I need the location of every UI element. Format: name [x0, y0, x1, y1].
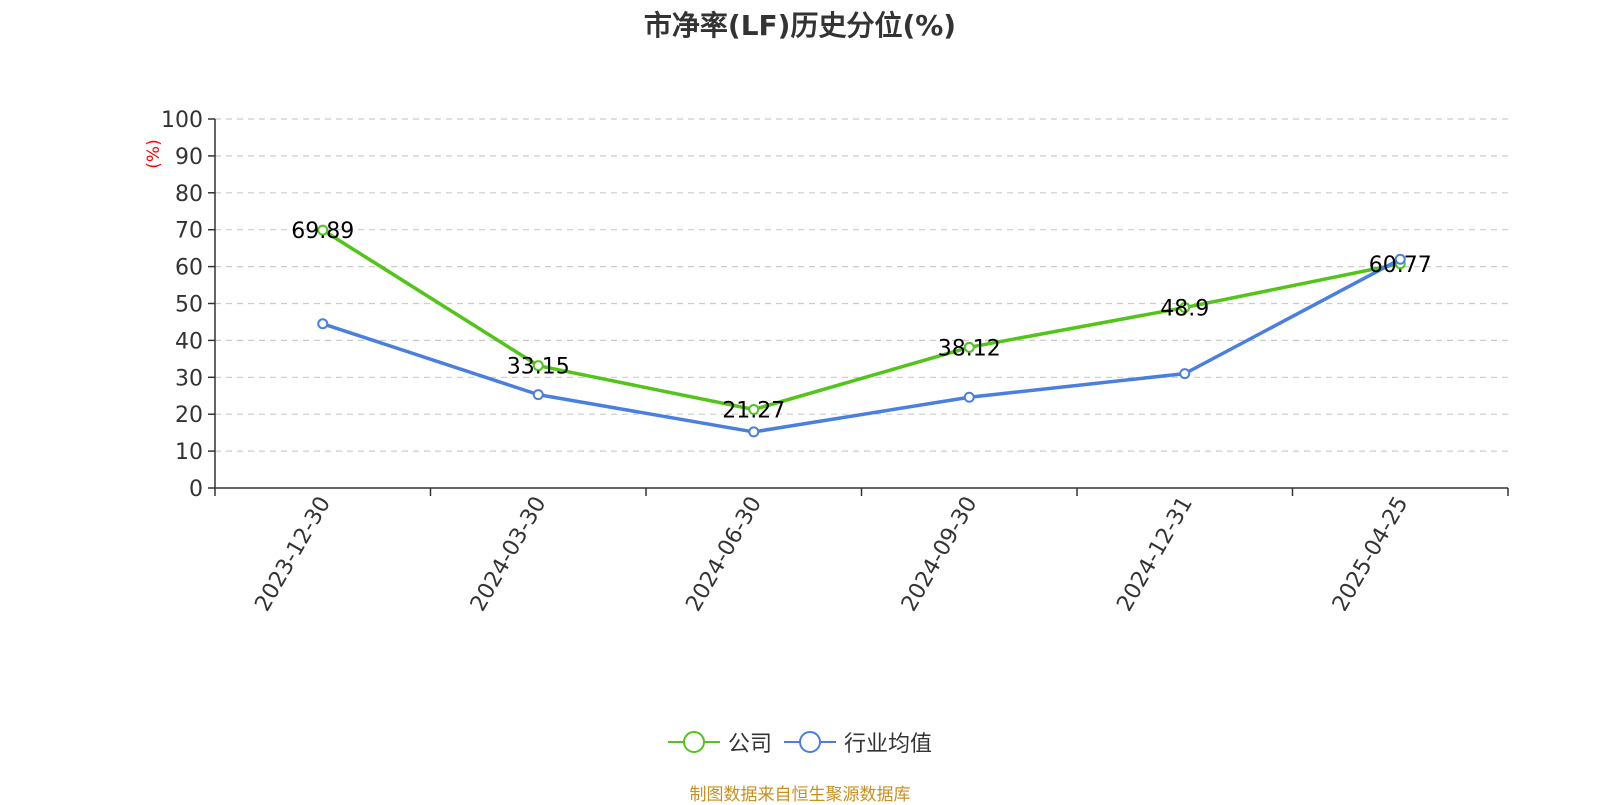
x-tick-label: 2024-06-30: [681, 493, 767, 616]
data-label: 38.12: [938, 336, 1001, 361]
data-label: 69.89: [291, 219, 354, 244]
y-tick-label: 40: [175, 329, 203, 354]
data-point: [1179, 368, 1191, 380]
x-tick-label: 2023-12-30: [250, 493, 336, 616]
y-tick-label: 70: [175, 219, 203, 244]
legend-marker-company: [682, 731, 705, 753]
data-label: 60.77: [1369, 253, 1432, 278]
legend-marker-industry: [799, 731, 821, 753]
data-point: [1394, 253, 1406, 265]
y-tick-label: 20: [175, 403, 203, 428]
y-axis-label: (%): [144, 139, 164, 168]
x-tick-label: 2024-03-30: [466, 493, 552, 616]
data-label: 33.15: [507, 355, 570, 380]
data-point: [963, 341, 975, 353]
data-labels: 69.89 33.15 21.27 38.12 48.9 60.77: [291, 219, 1431, 423]
data-point: [748, 426, 760, 438]
data-point: [317, 318, 329, 330]
data-point: [532, 360, 544, 372]
y-axis: 0 10 20 30 40 50 60 70 80 90 100 (%): [144, 108, 216, 502]
y-tick-label: 10: [175, 440, 203, 465]
data-point: [532, 389, 544, 401]
y-tick-label: 100: [161, 108, 203, 133]
legend-swatch-company: [667, 731, 720, 753]
series-line-0: [321, 228, 1401, 412]
source-note: 制图数据来自恒生聚源数据库: [689, 785, 911, 805]
data-label: 21.27: [722, 399, 785, 424]
x-tick-label: 2024-09-30: [897, 493, 983, 616]
data-point: [963, 391, 975, 403]
y-tick-label: 0: [189, 477, 203, 502]
y-tick-label: 80: [175, 182, 203, 207]
y-tick-label: 50: [175, 293, 203, 318]
y-tick-label: 30: [175, 366, 203, 391]
data-point: [317, 224, 329, 236]
legend: 公司 行业均值: [0, 722, 1600, 762]
legend-label-company: 公司: [727, 732, 772, 757]
series-line-1: [322, 257, 1402, 434]
line-chart: 0 10 20 30 40 50 60 70 80 90 100 (%) 2023-12-30 2024…: [144, 108, 1509, 616]
x-axis: 2023-12-30 2024-03-30 2024-06-30 2024-09-30…: [214, 487, 1509, 616]
legend-swatch-industry: [784, 731, 836, 753]
legend-item-industry[interactable]: 行业均值: [784, 726, 932, 758]
data-label: 48.9: [1160, 297, 1209, 322]
data-point: [1179, 302, 1191, 314]
series-group: [317, 224, 1406, 438]
legend-label-industry: 行业均值: [844, 732, 933, 757]
legend-item-company[interactable]: 公司: [667, 726, 772, 758]
x-tick-label: 2025-04-25: [1328, 493, 1414, 616]
chart-title: 市净率(LF)历史分位(%): [643, 9, 957, 42]
y-tick-label: 90: [175, 145, 203, 170]
data-point: [748, 404, 760, 416]
y-tick-label: 60: [175, 256, 203, 281]
x-tick-label: 2024-12-31: [1112, 493, 1198, 616]
